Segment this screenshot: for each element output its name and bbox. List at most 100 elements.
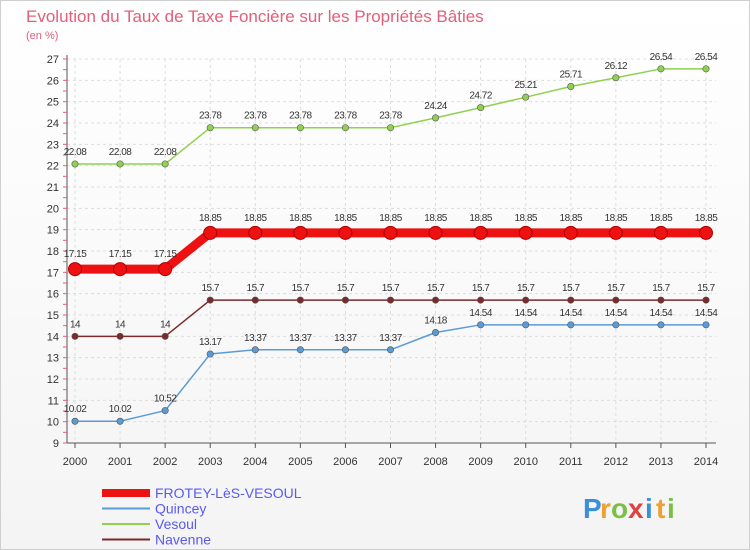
data-label: 13.37: [379, 333, 402, 344]
data-point: [203, 225, 218, 240]
data-label: 14.54: [605, 308, 628, 319]
x-tick-label: 2005: [288, 456, 312, 468]
y-tick-label: 16: [47, 289, 59, 301]
data-label: 13.37: [334, 333, 357, 344]
data-label: 17.15: [109, 249, 132, 260]
data-point: [341, 124, 349, 132]
x-tick-label: 2007: [378, 456, 402, 468]
data-label: 15.7: [517, 283, 535, 294]
data-point: [71, 417, 79, 425]
data-label: 15.7: [337, 283, 355, 294]
data-point: [432, 328, 440, 336]
data-point: [522, 296, 530, 304]
data-point: [251, 124, 259, 132]
data-label: 26.12: [605, 61, 628, 72]
data-point: [477, 321, 485, 329]
data-point: [68, 262, 82, 277]
data-label: 13.17: [199, 337, 222, 348]
series-quincey: 10.02 10.02 10.52 13.17 13.37 13.37 13.37 13.37…: [64, 308, 719, 425]
data-point: [657, 321, 665, 329]
data-label: 18.85: [605, 213, 628, 224]
data-point: [702, 296, 710, 304]
data-label: 15.7: [472, 283, 490, 294]
y-tick-label: 14: [47, 331, 59, 343]
data-label: 17.15: [154, 249, 177, 260]
data-point: [161, 407, 169, 415]
x-tick-label: 2002: [153, 456, 177, 468]
data-point: [432, 114, 440, 122]
data-point: [161, 160, 169, 168]
data-label: 18.85: [289, 213, 312, 224]
data-point: [158, 262, 173, 277]
data-label: 18.85: [469, 213, 492, 224]
data-label: 15.7: [247, 283, 265, 294]
logo-letter: i: [645, 493, 654, 524]
legend-label: Vesoul: [155, 516, 197, 532]
x-tick-label: 2000: [63, 456, 87, 468]
logo-letter: P: [583, 493, 603, 524]
data-label: 22.08: [64, 147, 87, 158]
data-point: [567, 321, 575, 329]
data-label: 15.7: [201, 283, 219, 294]
data-label: 14: [70, 319, 81, 330]
y-tick-label: 19: [47, 225, 59, 237]
data-label: 14.54: [650, 308, 673, 319]
axes: 9 10 11 12 13 14 15 16 17 18 19 20 21 22 23 24 25 26 27 200…: [47, 54, 718, 468]
data-point: [699, 225, 713, 240]
y-tick-label: 21: [47, 182, 59, 194]
x-tick-label: 2001: [108, 456, 132, 468]
data-point: [113, 262, 128, 277]
data-point: [563, 225, 578, 240]
y-tick-label: 27: [47, 54, 59, 66]
data-label: 14.54: [560, 308, 583, 319]
y-tick-label: 26: [47, 75, 59, 87]
data-label: 18.85: [379, 213, 402, 224]
data-label: 15.7: [607, 283, 625, 294]
y-tick-label: 22: [47, 161, 59, 173]
data-point: [428, 225, 443, 240]
data-label: 18.85: [695, 213, 718, 224]
data-label: 26.54: [650, 52, 673, 63]
x-tick-label: 2009: [468, 456, 492, 468]
data-point: [612, 74, 620, 82]
logo-letter: r: [600, 493, 612, 524]
data-label: 15.7: [697, 283, 715, 294]
data-point: [702, 65, 710, 73]
legend-label: FROTEY-LèS-VESOUL: [155, 485, 302, 501]
data-point: [612, 296, 620, 304]
series-navenne: 14 14 14 15.7 15.7 15.7 15.7 15.7 15.7 15.7 15.7 15…: [70, 283, 716, 340]
data-point: [206, 350, 214, 358]
data-point: [522, 93, 530, 101]
data-label: 26.54: [695, 52, 718, 63]
legend-label: Quincey: [155, 501, 206, 517]
logo-letter: t: [656, 493, 666, 524]
data-label: 23.78: [289, 111, 312, 122]
logo-letter: i: [667, 493, 676, 524]
legend-label: Navenne: [155, 532, 211, 548]
data-label: 15.7: [382, 283, 400, 294]
data-point: [386, 296, 394, 304]
data-label: 18.85: [650, 213, 673, 224]
data-label: 17.15: [64, 249, 87, 260]
data-label: 23.78: [334, 111, 357, 122]
data-label: 10.02: [64, 404, 87, 415]
data-point: [657, 65, 665, 73]
data-label: 18.85: [199, 213, 222, 224]
data-point: [341, 346, 349, 354]
y-tick-label: 9: [53, 438, 59, 450]
data-point: [702, 321, 710, 329]
data-point: [477, 104, 485, 112]
x-tick-label: 2014: [694, 456, 718, 468]
y-tick-label: 18: [47, 246, 59, 258]
data-point: [386, 124, 394, 132]
data-label: 18.85: [514, 213, 537, 224]
data-point: [251, 346, 259, 354]
y-tick-label: 24: [47, 118, 59, 130]
data-label: 15.7: [292, 283, 310, 294]
data-label: 18.85: [244, 213, 267, 224]
series-frotey-l-s-vesoul: 17.15 17.15 17.15 18.85 18.85 18.85 18.85 18.85…: [64, 213, 719, 277]
data-point: [248, 225, 263, 240]
